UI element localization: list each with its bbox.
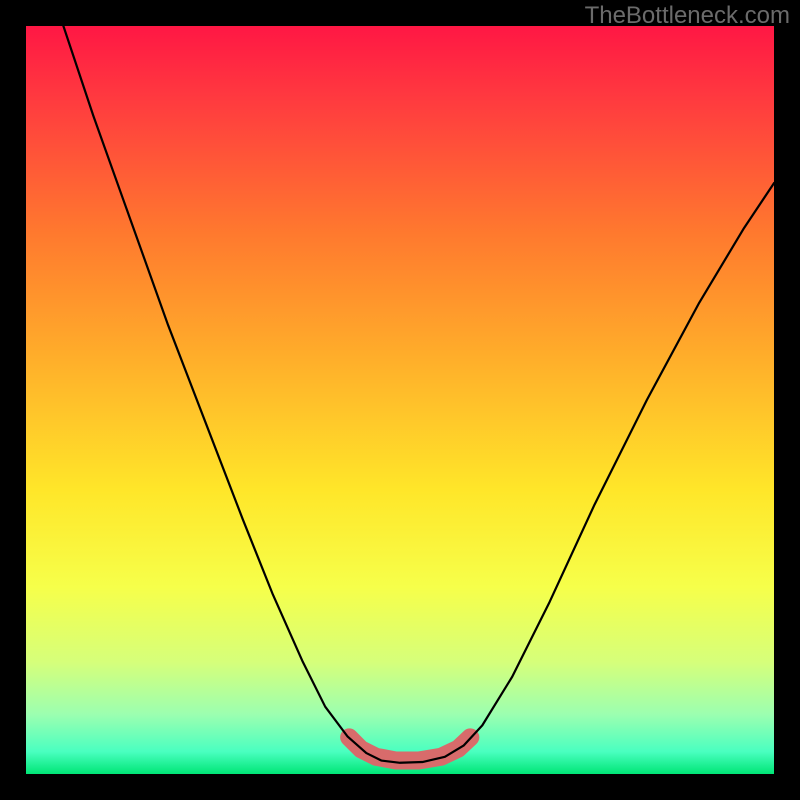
plot-area xyxy=(26,26,774,774)
curve-layer xyxy=(26,26,774,774)
bottom-accent-stroke xyxy=(349,737,470,760)
v-curve-line xyxy=(63,26,774,763)
outer-frame: TheBottleneck.com xyxy=(0,0,800,800)
watermark-text: TheBottleneck.com xyxy=(585,2,790,30)
